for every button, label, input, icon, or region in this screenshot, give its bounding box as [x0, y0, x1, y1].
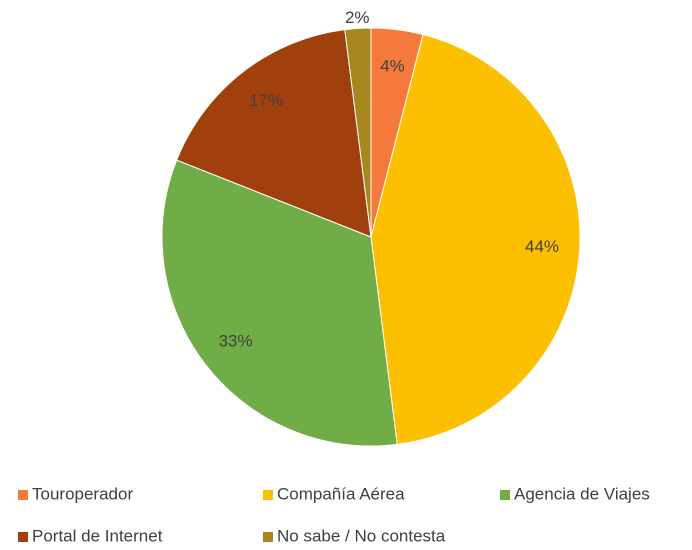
- data-label: 44%: [525, 237, 559, 256]
- legend-label: Portal de Internet: [32, 526, 163, 545]
- data-label: 2%: [345, 8, 370, 27]
- legend-swatch: [18, 532, 28, 542]
- pie-slice: [161, 159, 398, 447]
- legend-label: No sabe / No contesta: [277, 526, 446, 545]
- data-label: 4%: [380, 56, 405, 75]
- legend-label: Touroperador: [32, 484, 133, 503]
- data-label: 33%: [219, 332, 253, 351]
- legend-label: Agencia de Viajes: [514, 484, 650, 503]
- legend-label: Compañía Aérea: [277, 484, 405, 503]
- pie-slice: [370, 33, 581, 445]
- legend-swatch: [263, 490, 273, 500]
- pie-slice: [344, 27, 372, 238]
- legend-swatch: [263, 532, 273, 542]
- legend-swatch: [500, 490, 510, 500]
- data-label: 17%: [249, 91, 283, 110]
- pie-slice: [176, 29, 372, 238]
- legend-swatch: [18, 490, 28, 500]
